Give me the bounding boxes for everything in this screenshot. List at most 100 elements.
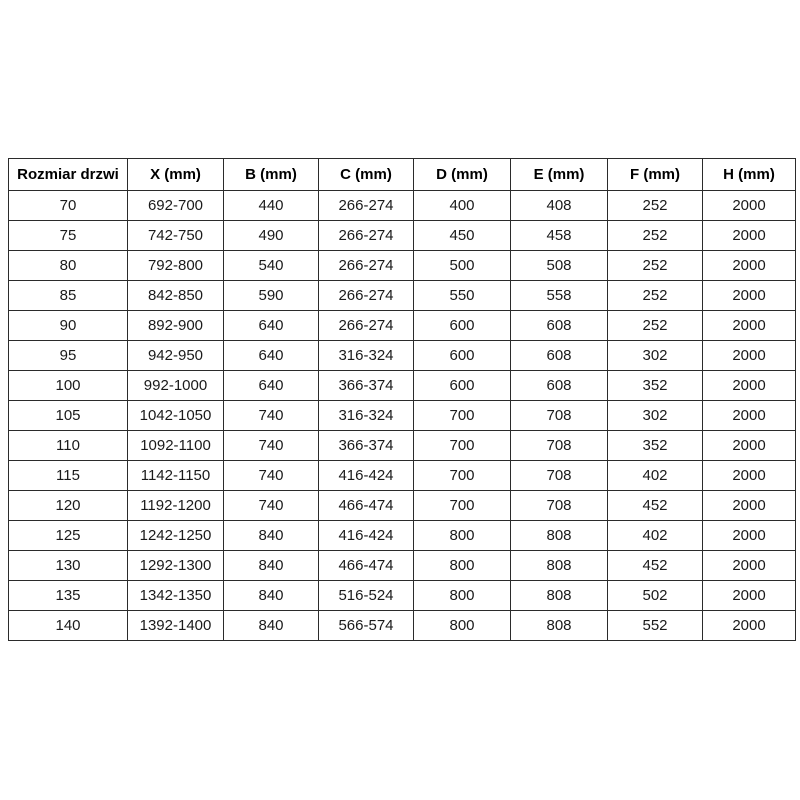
table-cell: 1342-1350 — [127, 580, 224, 611]
table-cell: 2000 — [702, 340, 796, 371]
table-cell: 800 — [413, 610, 511, 641]
table-cell: 95 — [8, 340, 128, 371]
table-cell: 808 — [510, 550, 608, 581]
table-cell: 115 — [8, 460, 128, 491]
table-cell: 266-274 — [318, 190, 414, 221]
table-cell: 800 — [413, 520, 511, 551]
table-row: 135 1342-1350 840 516-524 800 808 502 2000 — [8, 580, 796, 611]
table-cell: 640 — [223, 370, 319, 401]
table-cell: 252 — [607, 220, 703, 251]
table-cell: 708 — [510, 460, 608, 491]
table-cell: 408 — [510, 190, 608, 221]
table-cell: 85 — [8, 280, 128, 311]
table-cell: 2000 — [702, 220, 796, 251]
door-sizes-table: Rozmiar drzwi X (mm) B (mm) C (mm) D (mm) E (… — [8, 158, 796, 641]
table-cell: 992-1000 — [127, 370, 224, 401]
table-cell: 266-274 — [318, 310, 414, 341]
header-cell: C (mm) — [318, 158, 414, 191]
table-cell: 402 — [607, 460, 703, 491]
table-cell: 590 — [223, 280, 319, 311]
table-cell: 742-750 — [127, 220, 224, 251]
table-cell: 840 — [223, 520, 319, 551]
table-cell: 508 — [510, 250, 608, 281]
table-row: 100 992-1000 640 366-374 600 608 352 2000 — [8, 370, 796, 401]
table-cell: 2000 — [702, 190, 796, 221]
table-cell: 416-424 — [318, 520, 414, 551]
table-row: 115 1142-1150 740 416-424 700 708 402 2000 — [8, 460, 796, 491]
table-cell: 1042-1050 — [127, 400, 224, 431]
table-cell: 608 — [510, 370, 608, 401]
table-cell: 800 — [413, 580, 511, 611]
table-cell: 942-950 — [127, 340, 224, 371]
table-row: 80 792-800 540 266-274 500 508 252 2000 — [8, 250, 796, 281]
table-cell: 640 — [223, 340, 319, 371]
table-cell: 440 — [223, 190, 319, 221]
table-cell: 800 — [413, 550, 511, 581]
table-cell: 740 — [223, 430, 319, 461]
table-cell: 266-274 — [318, 250, 414, 281]
table-cell: 700 — [413, 490, 511, 521]
table-cell: 1392-1400 — [127, 610, 224, 641]
table-cell: 302 — [607, 400, 703, 431]
table-cell: 608 — [510, 310, 608, 341]
table-cell: 1192-1200 — [127, 490, 224, 521]
table-cell: 452 — [607, 550, 703, 581]
table-row: 105 1042-1050 740 316-324 700 708 302 2000 — [8, 400, 796, 431]
header-cell: E (mm) — [510, 158, 608, 191]
table-cell: 2000 — [702, 520, 796, 551]
table-cell: 110 — [8, 430, 128, 461]
table-row: 90 892-900 640 266-274 600 608 252 2000 — [8, 310, 796, 341]
table-cell: 452 — [607, 490, 703, 521]
table-cell: 700 — [413, 400, 511, 431]
table-cell: 708 — [510, 490, 608, 521]
header-cell: Rozmiar drzwi — [8, 158, 128, 191]
table-cell: 466-474 — [318, 490, 414, 521]
table-cell: 840 — [223, 550, 319, 581]
table-cell: 558 — [510, 280, 608, 311]
table-body: 70 692-700 440 266-274 400 408 252 2000 75 742-75… — [8, 190, 796, 641]
table-cell: 352 — [607, 370, 703, 401]
table-cell: 416-424 — [318, 460, 414, 491]
table-row: 130 1292-1300 840 466-474 800 808 452 2000 — [8, 550, 796, 581]
table-cell: 120 — [8, 490, 128, 521]
table-cell: 352 — [607, 430, 703, 461]
table-cell: 1292-1300 — [127, 550, 224, 581]
table-cell: 516-524 — [318, 580, 414, 611]
table-cell: 700 — [413, 430, 511, 461]
table-cell: 466-474 — [318, 550, 414, 581]
table-cell: 1242-1250 — [127, 520, 224, 551]
table-cell: 125 — [8, 520, 128, 551]
table-cell: 600 — [413, 310, 511, 341]
table-cell: 252 — [607, 280, 703, 311]
table-row: 75 742-750 490 266-274 450 458 252 2000 — [8, 220, 796, 251]
table-cell: 252 — [607, 190, 703, 221]
table-cell: 2000 — [702, 460, 796, 491]
table-cell: 1142-1150 — [127, 460, 224, 491]
header-cell: X (mm) — [127, 158, 224, 191]
table-cell: 2000 — [702, 580, 796, 611]
table-row: 70 692-700 440 266-274 400 408 252 2000 — [8, 190, 796, 221]
table-cell: 252 — [607, 310, 703, 341]
table-cell: 80 — [8, 250, 128, 281]
table-cell: 566-574 — [318, 610, 414, 641]
table-cell: 808 — [510, 610, 608, 641]
table-cell: 490 — [223, 220, 319, 251]
table-cell: 450 — [413, 220, 511, 251]
table-cell: 316-324 — [318, 340, 414, 371]
table-header-row: Rozmiar drzwi X (mm) B (mm) C (mm) D (mm) E (… — [8, 158, 796, 191]
header-cell: B (mm) — [223, 158, 319, 191]
table-cell: 402 — [607, 520, 703, 551]
table-cell: 2000 — [702, 280, 796, 311]
table-cell: 458 — [510, 220, 608, 251]
table-cell: 316-324 — [318, 400, 414, 431]
table-cell: 366-374 — [318, 370, 414, 401]
table-cell: 1092-1100 — [127, 430, 224, 461]
table-cell: 2000 — [702, 610, 796, 641]
table-cell: 740 — [223, 460, 319, 491]
table-cell: 130 — [8, 550, 128, 581]
table-cell: 792-800 — [127, 250, 224, 281]
table-cell: 302 — [607, 340, 703, 371]
table-row: 95 942-950 640 316-324 600 608 302 2000 — [8, 340, 796, 371]
table-cell: 70 — [8, 190, 128, 221]
table-cell: 135 — [8, 580, 128, 611]
